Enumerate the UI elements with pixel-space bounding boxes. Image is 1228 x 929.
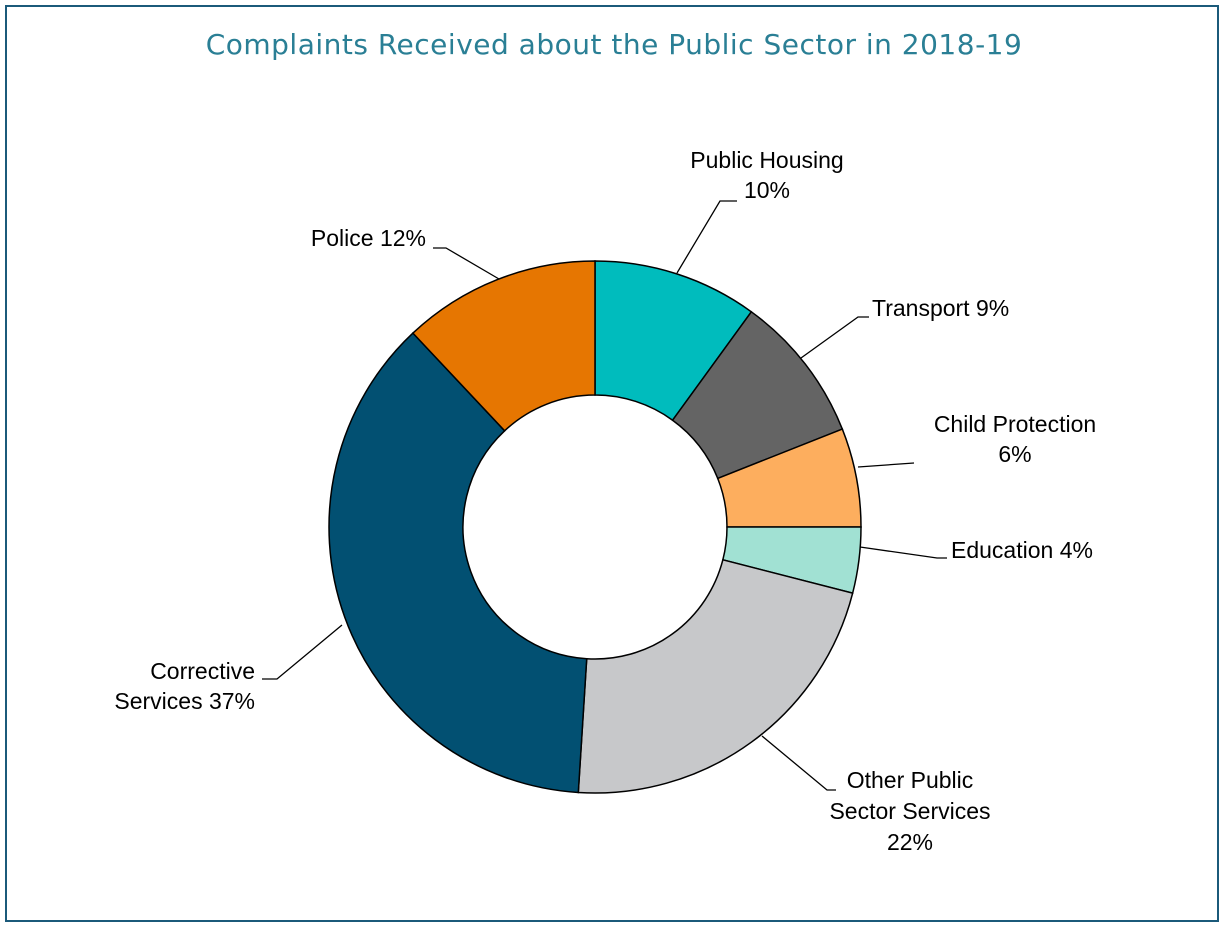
data-label-line: Corrective (150, 658, 255, 684)
data-label-line: 22% (887, 829, 933, 855)
data-label-line: Police 12% (311, 225, 426, 251)
leader-line-police (433, 247, 500, 280)
data-label-education: Education 4% (951, 537, 1093, 563)
leader-line-child-protection (857, 462, 915, 468)
leader-line-other-public-sector-services (761, 735, 836, 791)
slice-other-public-sector-services (577, 558, 854, 794)
data-label-line: Education 4% (951, 537, 1093, 563)
leader-line-corrective-services (262, 624, 343, 680)
slice-corrective-services (328, 332, 588, 794)
leader-line-public-housing (676, 200, 737, 274)
data-label-other-public-sector-services: Other Public Sector Services 22% (829, 767, 990, 855)
data-label-line: 6% (998, 441, 1031, 467)
data-label-line: Sector Services (829, 798, 990, 824)
data-label-line: Services 37% (114, 688, 255, 714)
leader-line-education (859, 546, 947, 559)
leader-lines-group (262, 200, 947, 791)
data-label-child-protection: Child Protection 6% (934, 411, 1096, 467)
data-label-line: Child Protection (934, 411, 1096, 437)
data-label-corrective-services: Corrective Services 37% (114, 658, 255, 714)
data-label-public-housing: Public Housing 10% (690, 147, 843, 203)
slice-police (411, 260, 596, 432)
labels-group: Public Housing 10% Transport 9% Child Prote… (114, 147, 1096, 855)
data-label-line: 10% (744, 177, 790, 203)
data-label-line: Public Housing (690, 147, 843, 173)
leader-line-transport (800, 316, 869, 359)
data-label-transport: Transport 9% (872, 295, 1009, 321)
data-label-police: Police 12% (311, 225, 426, 251)
chart-title: Complaints Received about the Public Sec… (205, 28, 1023, 61)
data-label-line: Transport 9% (872, 295, 1009, 321)
data-label-line: Other Public (847, 767, 974, 793)
slices-group (328, 260, 862, 794)
